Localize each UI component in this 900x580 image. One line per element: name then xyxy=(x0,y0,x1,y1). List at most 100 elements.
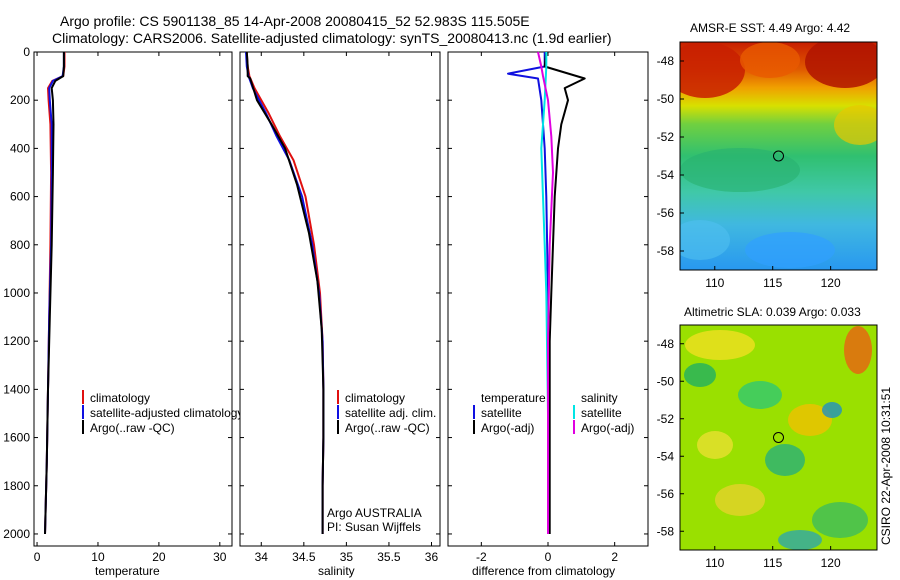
map-y-tick-label: -50 xyxy=(657,374,675,388)
sla-map-title: Altimetric SLA: 0.039 Argo: 0.033 xyxy=(684,305,861,319)
map-y-tick-label: -48 xyxy=(657,54,675,68)
sla-high-patch xyxy=(685,330,755,360)
temperature-xlabel: temperature xyxy=(95,564,160,578)
series-line xyxy=(44,52,65,535)
sst-warm-patch xyxy=(680,42,745,98)
map-y-tick-label: -54 xyxy=(657,168,675,182)
legend-temp-argo-label: Argo(-adj) xyxy=(481,421,534,435)
legend-satellite-label: satellite-adjusted climatology xyxy=(90,406,243,420)
difference-legend: temperature satellite Argo(-adj) salinit… xyxy=(473,391,634,435)
sla-low-patch xyxy=(738,381,782,409)
figure-title-line2: Climatology: CARS2006. Satellite-adjuste… xyxy=(52,30,612,46)
y-tick-label: 1800 xyxy=(3,479,30,493)
float-program-annotation: Argo AUSTRALIA xyxy=(327,506,422,520)
sst-heatmap xyxy=(680,42,877,270)
x-tick-label: 20 xyxy=(152,550,166,564)
y-tick-label: 200 xyxy=(10,93,30,107)
temperature-series xyxy=(44,52,66,535)
legend-temp-satellite-label: satellite xyxy=(481,406,522,420)
series-line xyxy=(543,51,586,534)
salinity-x-axis: 34 34.5 35 35.5 36 xyxy=(255,52,438,564)
y-tick-label: 1000 xyxy=(3,286,30,300)
x-tick-label: 35 xyxy=(340,550,354,564)
x-tick-label: 34 xyxy=(255,550,269,564)
map-y-tick-label: -48 xyxy=(657,337,675,351)
map-y-tick-label: -56 xyxy=(657,487,675,501)
sla-high-patch xyxy=(697,431,733,459)
temperature-axes-frame xyxy=(33,51,233,547)
map-x-tick-label: 120 xyxy=(821,556,841,570)
map-y-tick-label: -58 xyxy=(657,524,675,538)
difference-series xyxy=(507,51,586,534)
sst-cool-patch xyxy=(680,148,800,192)
map-x-tick-label: 115 xyxy=(763,556,782,570)
series-line xyxy=(537,51,554,534)
sla-high-patch xyxy=(715,484,765,516)
temperature-y-axis: 0 200 400 600 800 1000 1200 1400 1600 1800 2000 xyxy=(3,45,232,541)
sst-warm-patch xyxy=(805,42,877,88)
sst-map-panel: AMSR-E SST: 4.49 Argo: 4.42 -48 -50 -52 -54… xyxy=(657,21,878,290)
legend-salinity-heading: salinity xyxy=(581,391,618,405)
legend-temperature-heading: temperature xyxy=(481,391,546,405)
map-x-tick-label: 120 xyxy=(821,276,841,290)
salinity-axes-frame xyxy=(239,51,441,547)
sla-low-patch xyxy=(778,530,822,550)
difference-xlabel: difference from climatology xyxy=(472,564,615,578)
y-tick-label: 800 xyxy=(10,238,30,252)
sst-warm-patch xyxy=(740,42,800,78)
legend-argo-label: Argo(..raw -QC) xyxy=(345,421,430,435)
salinity-xlabel: salinity xyxy=(318,564,355,578)
sla-map-panel: Altimetric SLA: 0.039 Argo: 0.033 -48 -50… xyxy=(657,305,878,570)
sla-high-patch xyxy=(844,326,872,374)
x-tick-label: 30 xyxy=(213,550,227,564)
map-x-tick-label: 110 xyxy=(705,556,724,570)
y-tick-label: 1600 xyxy=(3,431,30,445)
y-tick-label: 400 xyxy=(10,141,30,155)
temperature-x-axis: 0 10 20 30 xyxy=(34,52,227,564)
sla-map-frame xyxy=(679,324,878,551)
float-pi-annotation: PI: Susan Wijffels xyxy=(327,520,421,534)
sst-map-axes: -48 -50 -52 -54 -56 -58 110 115 120 xyxy=(657,54,841,290)
map-y-tick-label: -54 xyxy=(657,449,675,463)
x-tick-label: 2 xyxy=(611,550,618,564)
sst-map-title: AMSR-E SST: 4.49 Argo: 4.42 xyxy=(690,21,850,35)
argo-location-marker xyxy=(773,432,784,443)
legend-climatology-label: climatology xyxy=(90,391,150,405)
legend-satellite-label: satellite adj. clim. xyxy=(345,406,436,420)
difference-y-axis xyxy=(448,51,648,535)
y-tick-label: 2000 xyxy=(3,527,30,541)
map-x-tick-label: 115 xyxy=(763,276,782,290)
y-tick-label: 0 xyxy=(23,45,30,59)
map-y-tick-label: -58 xyxy=(657,244,675,258)
series-line xyxy=(245,51,325,534)
x-tick-label: 0 xyxy=(545,550,552,564)
x-tick-label: 10 xyxy=(91,550,105,564)
sla-low-patch xyxy=(812,502,868,538)
map-y-tick-label: -52 xyxy=(657,412,675,426)
sst-cool-patch xyxy=(745,232,835,268)
difference-x-axis: -2 0 2 xyxy=(476,52,618,564)
y-tick-label: 600 xyxy=(10,190,30,204)
map-x-tick-label: 110 xyxy=(705,276,724,290)
map-y-tick-label: -50 xyxy=(657,92,675,106)
sst-warm-patch xyxy=(834,105,877,145)
x-tick-label: -2 xyxy=(476,550,487,564)
salinity-panel: 34 34.5 35 35.5 36 salinity climatology sate… xyxy=(239,51,441,578)
temperature-legend: climatology satellite-adjusted climatolo… xyxy=(82,390,243,435)
sla-low-patch xyxy=(765,444,805,476)
x-tick-label: 35.5 xyxy=(377,550,401,564)
sla-map-axes: -48 -50 -52 -54 -56 -58 110 115 120 xyxy=(657,337,841,570)
salinity-y-axis xyxy=(240,51,440,535)
temperature-panel: 0 200 400 600 800 1000 1200 1400 1600 1800 2000 0 1… xyxy=(3,45,243,578)
sla-low-patch xyxy=(684,363,716,387)
legend-sal-satellite-label: satellite xyxy=(581,406,622,420)
sst-cool-patch xyxy=(680,220,730,260)
y-tick-label: 1400 xyxy=(3,382,30,396)
salinity-series xyxy=(245,51,325,534)
argo-location-marker xyxy=(773,150,784,162)
csiro-timestamp: CSIRO 22-Apr-2008 10:31:51 xyxy=(879,387,893,545)
legend-sal-argo-label: Argo(-adj) xyxy=(581,421,634,435)
sla-heatmap xyxy=(680,325,877,550)
x-tick-label: 0 xyxy=(34,550,41,564)
